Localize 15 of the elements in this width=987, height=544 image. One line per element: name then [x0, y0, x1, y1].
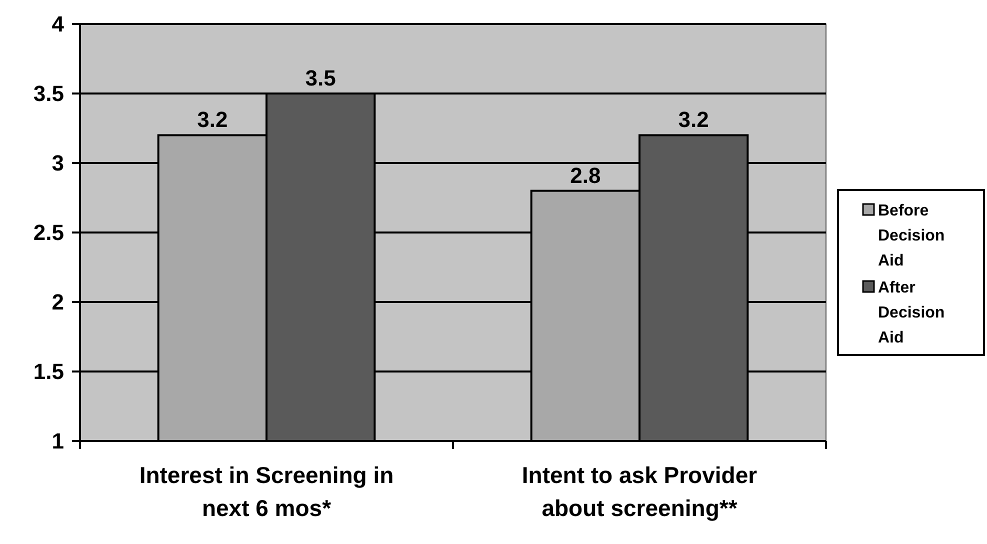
- y-tick-label: 1.5: [33, 359, 64, 384]
- x-tick-label: Intent to ask Provider about screening**: [522, 462, 758, 521]
- data-label: 2.8: [570, 162, 601, 188]
- data-label: 3.2: [197, 107, 228, 132]
- y-tick-label: 3.5: [33, 81, 64, 106]
- x-tick-label: Interest in Screening in next 6 mos*: [139, 462, 394, 521]
- y-tick-label: 4: [52, 12, 65, 37]
- y-tick-label: 1: [52, 428, 64, 454]
- y-tick-label: 3: [52, 150, 64, 176]
- y-tick-label: 2: [52, 290, 64, 315]
- data-label: 3.5: [305, 66, 336, 90]
- legend-label: Before Decision Aid: [878, 202, 945, 270]
- y-tick-label: 2.5: [33, 220, 64, 246]
- legend-label: After Decision Aid: [878, 280, 945, 347]
- data-label: 3.2: [678, 107, 709, 132]
